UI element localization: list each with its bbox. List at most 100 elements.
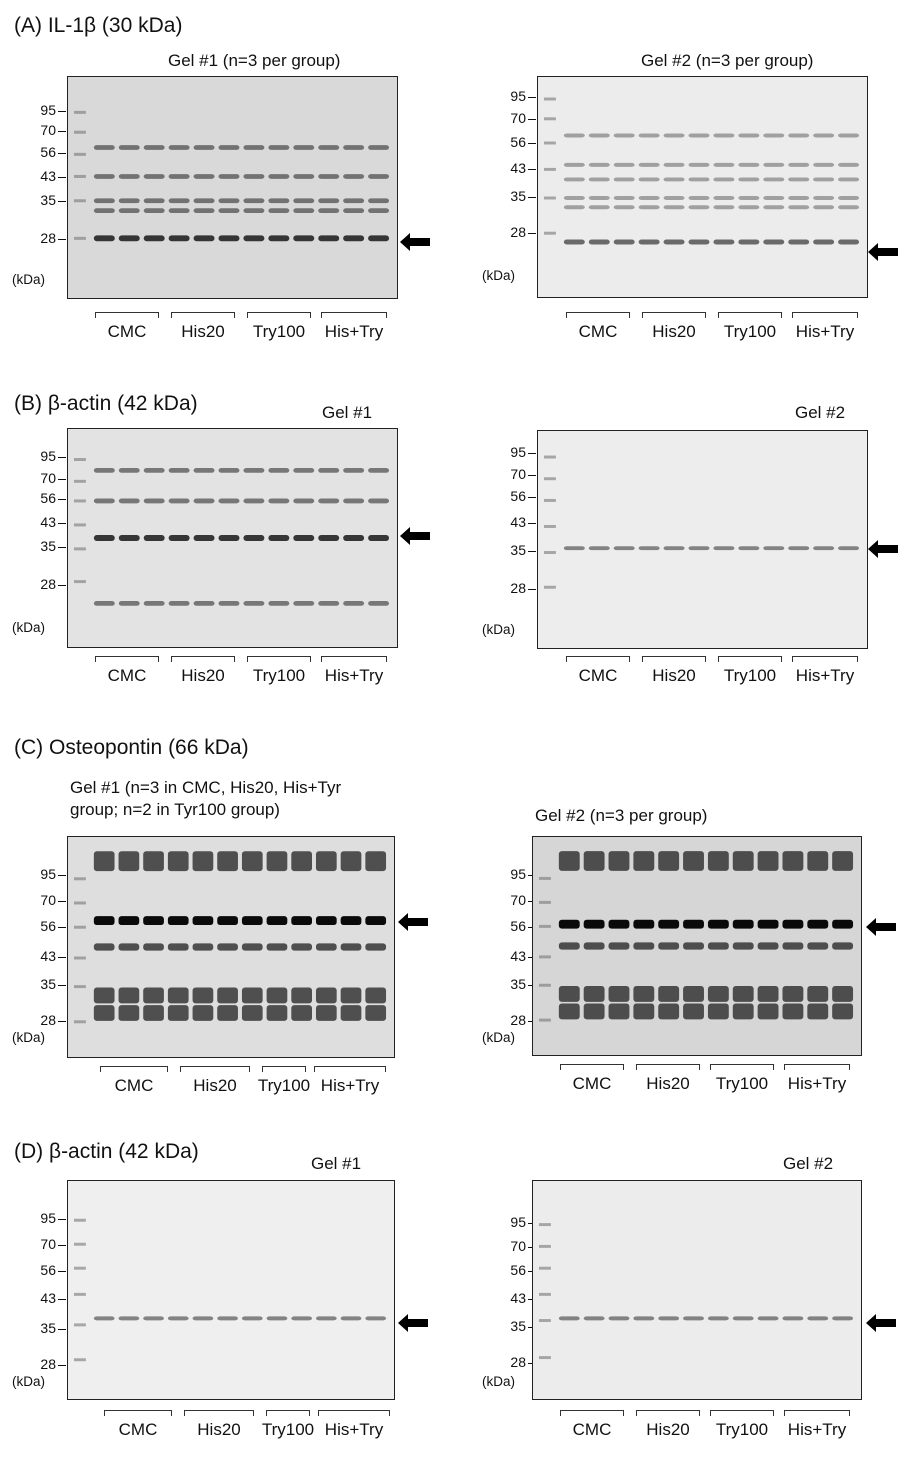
band-lane-6-30 [217, 1005, 238, 1021]
band-lane-7-33 [243, 208, 265, 214]
target-band-lane-8-28 [268, 235, 290, 242]
band-lane-11-33 [343, 208, 365, 214]
panel-c-title: (C) Osteopontin (66 kDa) [14, 736, 249, 759]
target-band-lane-11-36 [813, 546, 835, 551]
band-lane-1-43 [93, 174, 115, 179]
band-lane-10-80 [318, 468, 340, 473]
target-band-lane-4-27 [638, 239, 660, 245]
band-lane-8-56 [268, 498, 290, 504]
band-lane-3-110 [143, 851, 164, 872]
band-lane-1-60 [93, 145, 115, 150]
group-label-his20: His20 [181, 322, 225, 341]
band-lane-5-48 [192, 943, 214, 951]
band-lane-4-110 [167, 851, 189, 872]
band-lane-2-30 [118, 1005, 140, 1021]
target-band-lane-12-58 [832, 919, 854, 929]
band-lane-4-35 [168, 198, 190, 204]
target-band-lane-10-37 [782, 1316, 804, 1321]
band-lane-7-35 [243, 198, 265, 204]
band-lane-9-33 [757, 986, 779, 1002]
band-lane-5-33 [193, 208, 215, 214]
target-band-lane-6-37 [217, 1316, 238, 1321]
panel-b-gel2-label: Gel #2 [795, 403, 846, 422]
band-lane-11-60 [813, 133, 835, 138]
panel-d-gel1-group-labels: CMC His20 Try100 His+Try [104, 1410, 392, 1450]
target-band-lane-9-38 [293, 535, 315, 541]
band-lane-7-48 [241, 943, 263, 951]
band-lane-12-48 [365, 943, 387, 951]
band-lane-6-43 [218, 174, 240, 179]
ladder-band-35 [543, 196, 556, 200]
band-lane-6-33 [217, 987, 238, 1004]
panel-c-gel2-markers: 95 70 56 43 35 28 [484, 836, 536, 1058]
panel-b-gel1-group-labels: CMC His20 Try100 His+Try [95, 656, 390, 696]
band-lane-9-45 [763, 162, 785, 167]
band-lane-3-48 [608, 942, 630, 950]
panel-d-gel1-markers: 95 70 56 43 35 28 [14, 1180, 66, 1400]
band-lane-11-33 [807, 986, 829, 1002]
target-band-lane-5-37 [192, 1316, 214, 1321]
ladder-band-95 [538, 1223, 551, 1227]
band-lane-12-33 [368, 208, 390, 214]
ladder-band-56 [543, 498, 556, 502]
target-band-lane-4-36 [638, 546, 660, 551]
band-lane-6-56 [218, 498, 240, 504]
band-lane-10-30 [782, 1003, 804, 1020]
band-lane-2-45 [588, 162, 610, 167]
target-band-lane-3-60 [143, 916, 164, 926]
ladder-band-56 [73, 499, 86, 503]
target-band-lane-6-38 [218, 535, 240, 541]
panel-a-gel1-bands [73, 110, 390, 242]
panel-a-gel1-label: Gel #1 (n=3 per group) [168, 51, 341, 70]
band-lane-8-40 [738, 177, 760, 182]
band-lane-9-110 [757, 851, 779, 871]
target-band-lane-11-58 [807, 919, 829, 929]
target-band-lane-9-58 [757, 919, 779, 929]
band-lane-9-80 [293, 468, 315, 473]
band-lane-7-22 [243, 601, 265, 606]
ladder-band-43 [73, 956, 86, 960]
band-lane-3-33 [143, 987, 164, 1004]
target-band-lane-8-36 [738, 546, 760, 551]
panel-c-gel2-blot [532, 836, 862, 1056]
band-lane-2-40 [588, 177, 610, 182]
panel-d-gel1-blot [67, 1180, 395, 1400]
band-lane-10-56 [318, 498, 340, 504]
target-band-lane-3-28 [143, 235, 165, 242]
band-lane-6-33 [688, 205, 710, 210]
target-band-lane-7-38 [243, 535, 265, 541]
band-lane-6-33 [218, 208, 240, 214]
target-band-lane-2-38 [118, 535, 140, 541]
ladder-band-70 [73, 1242, 86, 1246]
band-lane-5-30 [192, 1005, 214, 1021]
ladder-band-35 [73, 199, 86, 203]
target-band-lane-8-27 [738, 239, 760, 245]
band-lane-6-40 [688, 177, 710, 182]
band-lane-2-33 [118, 208, 140, 214]
target-band-lane-9-36 [763, 546, 785, 551]
band-lane-12-30 [365, 1005, 387, 1021]
target-band-lane-10-28 [318, 235, 340, 242]
band-lane-3-33 [608, 986, 630, 1002]
panel-c-gel2-bands [538, 851, 854, 1022]
panel-b-gel1-kda-unit: (kDa) [12, 620, 45, 635]
band-lane-8-45 [738, 162, 760, 167]
band-lane-1-48 [93, 943, 115, 951]
band-lane-7-40 [713, 177, 735, 182]
band-lane-5-60 [663, 133, 685, 138]
band-lane-9-40 [763, 177, 785, 182]
band-lane-7-48 [707, 942, 729, 950]
band-lane-8-60 [738, 133, 760, 138]
band-lane-8-60 [268, 145, 290, 150]
band-lane-2-110 [118, 851, 140, 872]
band-lane-9-48 [291, 943, 313, 951]
target-band-lane-3-37 [143, 1316, 164, 1321]
band-lane-7-33 [241, 987, 263, 1004]
target-band-lane-8-37 [266, 1316, 288, 1321]
band-lane-1-110 [558, 851, 580, 871]
band-lane-6-48 [683, 942, 704, 950]
band-lane-6-110 [217, 851, 238, 872]
target-band-lane-7-37 [707, 1316, 729, 1321]
group-label-his-try: His+Try [324, 322, 384, 341]
band-lane-1-56 [93, 498, 115, 504]
